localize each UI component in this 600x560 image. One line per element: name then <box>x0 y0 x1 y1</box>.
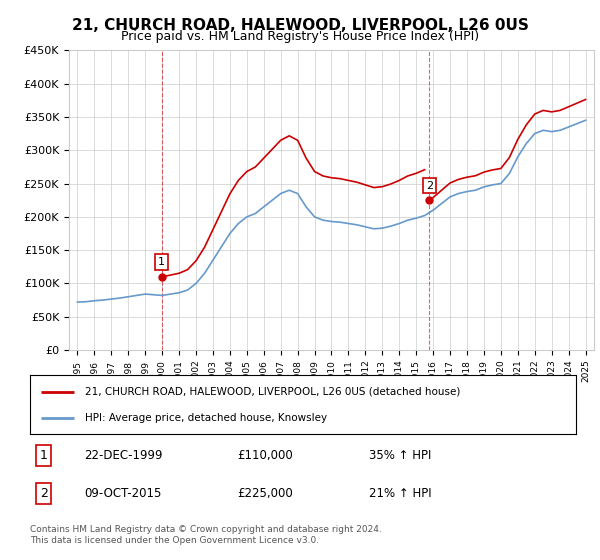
Text: 35% ↑ HPI: 35% ↑ HPI <box>368 449 431 462</box>
Text: 2: 2 <box>425 180 433 190</box>
Text: 09-OCT-2015: 09-OCT-2015 <box>85 487 162 500</box>
Text: 1: 1 <box>40 449 47 462</box>
Text: Price paid vs. HM Land Registry's House Price Index (HPI): Price paid vs. HM Land Registry's House … <box>121 30 479 43</box>
Text: 1: 1 <box>158 257 165 267</box>
Text: 2: 2 <box>40 487 47 500</box>
Text: £225,000: £225,000 <box>238 487 293 500</box>
Text: 22-DEC-1999: 22-DEC-1999 <box>85 449 163 462</box>
Text: Contains HM Land Registry data © Crown copyright and database right 2024.
This d: Contains HM Land Registry data © Crown c… <box>30 525 382 545</box>
Text: 21, CHURCH ROAD, HALEWOOD, LIVERPOOL, L26 0US: 21, CHURCH ROAD, HALEWOOD, LIVERPOOL, L2… <box>71 18 529 33</box>
Text: HPI: Average price, detached house, Knowsley: HPI: Average price, detached house, Know… <box>85 413 327 423</box>
Text: 21, CHURCH ROAD, HALEWOOD, LIVERPOOL, L26 0US (detached house): 21, CHURCH ROAD, HALEWOOD, LIVERPOOL, L2… <box>85 386 460 396</box>
Text: 21% ↑ HPI: 21% ↑ HPI <box>368 487 431 500</box>
Text: £110,000: £110,000 <box>238 449 293 462</box>
